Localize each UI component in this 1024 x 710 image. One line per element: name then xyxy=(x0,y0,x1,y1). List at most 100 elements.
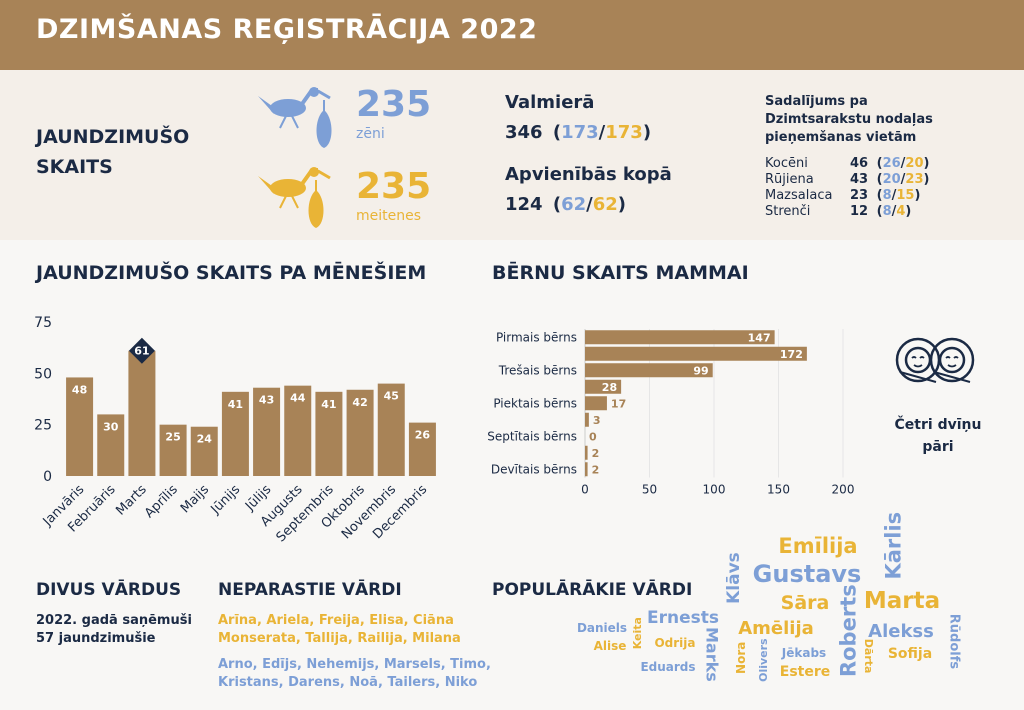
total: 46 xyxy=(850,156,869,171)
x-tick-label: Aprīlis xyxy=(142,482,181,521)
section-title: DIVUS VĀRDUS xyxy=(36,580,182,600)
name-word: Alise xyxy=(594,639,627,653)
office-name: Rūjiena xyxy=(765,172,814,187)
office-values: 46 2620 xyxy=(850,156,929,171)
name-word: Keita xyxy=(631,617,644,649)
chart-title: BĒRNU SKAITS MAMMAI xyxy=(492,262,749,284)
bar xyxy=(585,363,713,378)
girls-label: meitenes xyxy=(356,208,422,224)
split: 173173 xyxy=(553,122,651,143)
name-word: Emīlija xyxy=(778,534,857,558)
name-word: Eduards xyxy=(640,660,695,674)
girls-count: 235 xyxy=(356,166,432,207)
girls: 15 xyxy=(892,188,915,203)
bar xyxy=(377,383,405,476)
office-name: Strenči xyxy=(765,204,811,219)
bar xyxy=(585,462,588,477)
bar xyxy=(221,391,249,476)
name-word: Estere xyxy=(780,664,830,680)
bar xyxy=(253,387,281,476)
value-label: 99 xyxy=(693,364,708,377)
x-tick-label: 0 xyxy=(581,483,589,497)
total: 12 xyxy=(850,204,869,219)
location-values: 124 6262 xyxy=(505,194,626,215)
name-word: Amēlija xyxy=(738,618,814,639)
x-tick-label: 50 xyxy=(642,483,657,497)
offices-title: Sadalījums pa Dzimtsarakstu nodaļas pieņ… xyxy=(765,94,933,145)
bar xyxy=(585,396,607,411)
name-word: Sofija xyxy=(888,646,932,662)
boys-count: 235 xyxy=(356,84,432,125)
highlight-marker xyxy=(128,337,155,364)
value-label: 25 xyxy=(165,431,180,444)
boys: 173 xyxy=(561,122,599,143)
split: 6262 xyxy=(553,194,626,215)
value-label: 0 xyxy=(589,430,597,443)
bar xyxy=(284,385,312,476)
office-name: Mazsalaca xyxy=(765,188,833,203)
boys: 62 xyxy=(561,194,587,215)
bar xyxy=(585,445,588,460)
boys-label: zēni xyxy=(356,126,385,142)
bar xyxy=(585,379,622,394)
bar xyxy=(585,412,589,427)
total: 124 xyxy=(505,194,543,215)
value-label: 28 xyxy=(602,381,617,394)
stork-icon xyxy=(258,87,332,148)
value-label: 61 xyxy=(134,345,149,358)
x-tick-label: 150 xyxy=(767,483,790,497)
bar xyxy=(346,389,374,476)
name-word: Daniels xyxy=(577,621,627,635)
y-tick-label: Piektais bērns xyxy=(493,396,577,410)
name-word: Marks xyxy=(702,627,721,682)
x-tick-label: Jūnijs xyxy=(208,482,244,518)
value-label: 2 xyxy=(592,463,600,476)
y-tick-label: Trešais bērns xyxy=(498,363,577,377)
total: 43 xyxy=(850,172,869,187)
value-label: 26 xyxy=(415,429,431,442)
bar xyxy=(97,414,125,476)
girls: 173 xyxy=(599,122,643,143)
name-word: Marta xyxy=(864,588,940,614)
location-label: Apvienībās kopā xyxy=(505,164,672,185)
boys: 26 xyxy=(882,156,901,171)
summary-heading: JAUNDZIMUŠO SKAITS xyxy=(36,126,190,178)
bar xyxy=(585,346,807,361)
twins-icon xyxy=(895,337,975,383)
value-label: 2 xyxy=(592,447,600,460)
header-band xyxy=(0,0,1024,70)
split: 2023 xyxy=(877,172,930,187)
name-word: Odrija xyxy=(654,636,695,650)
boys: 8 xyxy=(882,204,892,219)
value-label: 41 xyxy=(228,398,243,411)
value-label: 44 xyxy=(290,392,306,405)
unusual-boys: Arno, Edījs, Nehemijs, Marsels, Timo, Kr… xyxy=(218,657,491,690)
bar xyxy=(66,377,94,476)
x-tick-label: Maijs xyxy=(178,482,212,516)
office-values: 43 2023 xyxy=(850,172,929,187)
total: 23 xyxy=(850,188,869,203)
name-word: Rūdolfs xyxy=(946,614,961,670)
name-word: Ernests xyxy=(647,608,719,628)
unusual-girls: Arīna, Ariela, Freija, Elisa, Ciāna Mons… xyxy=(218,613,461,646)
value-label: 48 xyxy=(72,383,87,396)
name-word: Dārta xyxy=(862,639,875,674)
office-name: Kocēni xyxy=(765,156,808,171)
value-label: 45 xyxy=(384,390,399,403)
chart-title: JAUNDZIMUŠO SKAITS PA MĒNEŠIEM xyxy=(36,262,427,284)
two-names-text: 2022. gadā saņēmuši 57 jaundzimušie xyxy=(36,613,192,646)
split: 84 xyxy=(877,204,912,219)
name-word: Roberts xyxy=(836,584,860,677)
y-tick-label: Pirmais bērns xyxy=(496,330,577,344)
name-word: Sāra xyxy=(781,592,830,614)
girls: 20 xyxy=(901,156,924,171)
name-word: Olivers xyxy=(757,638,770,682)
split: 2620 xyxy=(877,156,930,171)
boys: 20 xyxy=(882,172,901,187)
bar xyxy=(128,350,156,476)
value-label: 42 xyxy=(352,396,367,409)
value-label: 172 xyxy=(780,348,803,361)
bar xyxy=(315,391,343,476)
section-title: POPULĀRĀKIE VĀRDI xyxy=(492,580,693,600)
